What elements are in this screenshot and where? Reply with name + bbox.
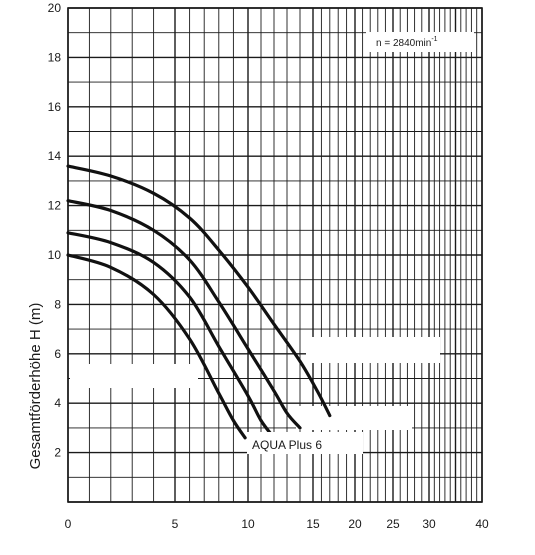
y-tick-labels: 2 4 6 8 10 12 14 16 18 20 — [48, 1, 62, 460]
label-backgrounds — [70, 337, 440, 430]
y-tick-label: 8 — [54, 297, 61, 311]
y-tick-label: 16 — [48, 100, 62, 114]
x-tick-label: 40 — [475, 517, 489, 531]
y-tick-label: 20 — [48, 1, 62, 15]
x-tick-label: 0 — [65, 517, 72, 531]
x-tick-label: 20 — [348, 517, 362, 531]
blank-band-right — [306, 337, 440, 363]
blank-band-lower — [296, 406, 412, 430]
pump-curve-2 — [66, 231, 276, 440]
speed-label-box — [366, 32, 474, 52]
model-label-box — [247, 432, 363, 454]
speed-annotation-text: n = 2840min — [376, 38, 431, 49]
y-tick-label: 6 — [54, 347, 61, 361]
grid — [67, 7, 483, 503]
model-annotation: AQUA Plus 6 — [252, 438, 322, 452]
speed-annotation: n = 2840min-1 — [376, 36, 438, 49]
blank-band-left — [70, 364, 198, 388]
y-tick-label: 12 — [48, 199, 62, 213]
pump-curve-4 — [66, 164, 332, 418]
speed-annotation-exponent: -1 — [431, 36, 437, 43]
curves — [66, 164, 332, 440]
y-axis-label: Gesamtförderhöhe H (m) — [27, 303, 44, 470]
y-tick-label: 10 — [48, 248, 62, 262]
x-tick-label: 25 — [386, 517, 400, 531]
x-tick-label: 5 — [172, 517, 179, 531]
x-tick-label: 30 — [422, 517, 436, 531]
y-tick-label: 14 — [48, 149, 62, 163]
x-tick-label: 15 — [306, 517, 320, 531]
y-tick-label: 2 — [54, 446, 61, 460]
y-tick-label: 4 — [54, 396, 61, 410]
pump-curve-1 — [66, 253, 247, 440]
y-tick-label: 18 — [48, 50, 62, 64]
pump-curve-3 — [66, 199, 302, 430]
x-tick-label: 10 — [241, 517, 255, 531]
x-tick-labels: 0 5 10 15 20 25 30 40 — [65, 517, 489, 531]
